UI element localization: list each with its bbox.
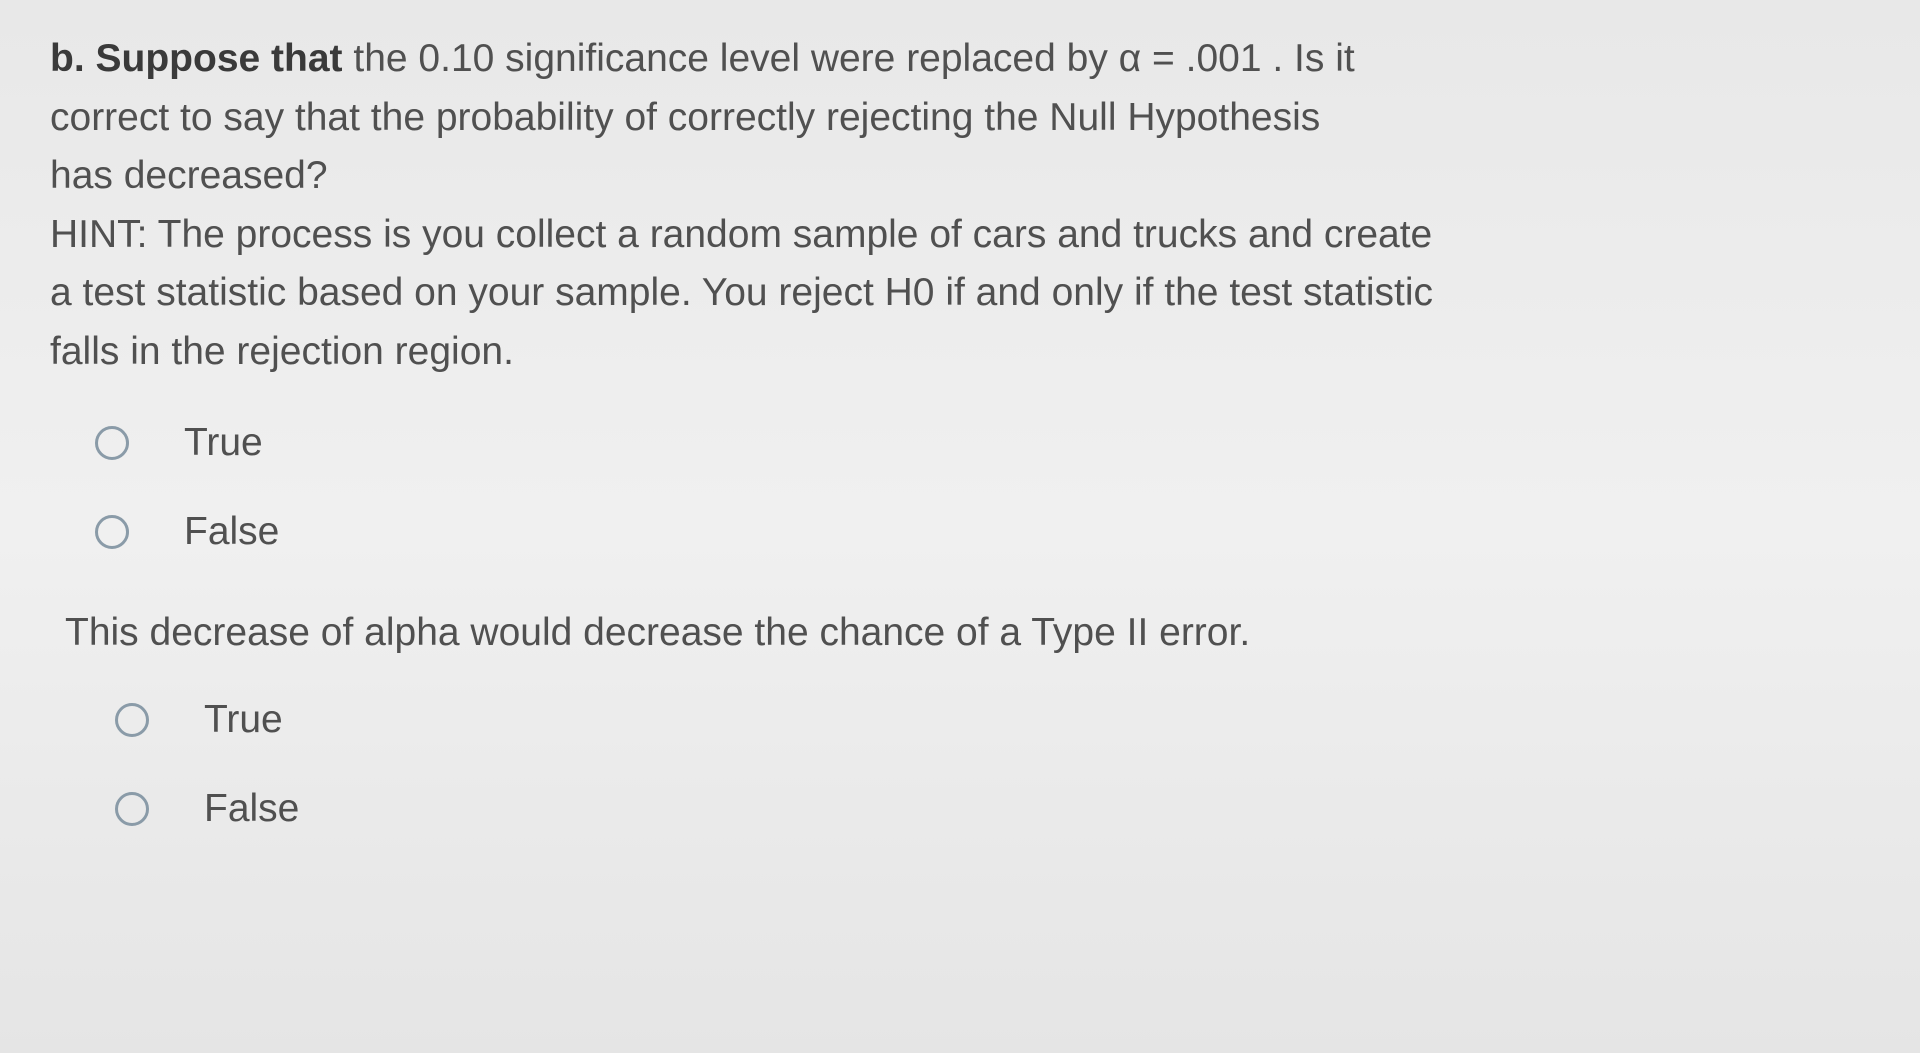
options-group-1: True False [95,421,1870,554]
hint-text-line2: a test statistic based on your sample. Y… [50,271,1433,314]
options-group-2: True False [115,698,1870,831]
option-row-true-2[interactable]: True [115,698,1870,742]
hint-text-line1: The process is you collect a random samp… [158,213,1433,256]
question-label: b. [50,37,85,80]
question-container: b. Suppose that the 0.10 significance le… [50,30,1870,831]
option-label-true-1: True [184,421,263,465]
radio-button-false-2[interactable] [115,792,149,826]
question-b-text: b. Suppose that the 0.10 significance le… [50,30,1870,381]
option-row-true-1[interactable]: True [95,421,1870,465]
hint-text-line3: falls in the rejection region. [50,330,514,373]
question-text-line3: has decreased? [50,154,328,197]
option-label-false-1: False [184,510,279,554]
radio-button-true-1[interactable] [95,426,129,460]
question-text-line1: the 0.10 significance level were replace… [353,37,1354,80]
option-row-false-1[interactable]: False [95,510,1870,554]
radio-button-false-1[interactable] [95,515,129,549]
hint-label: HINT: [50,213,148,256]
radio-button-true-2[interactable] [115,703,149,737]
option-label-false-2: False [204,787,299,831]
question-bold-intro: Suppose that [96,37,343,80]
option-row-false-2[interactable]: False [115,787,1870,831]
question-text-line2: correct to say that the probability of c… [50,96,1320,139]
option-label-true-2: True [204,698,283,742]
question-2-text: This decrease of alpha would decrease th… [65,604,1870,663]
